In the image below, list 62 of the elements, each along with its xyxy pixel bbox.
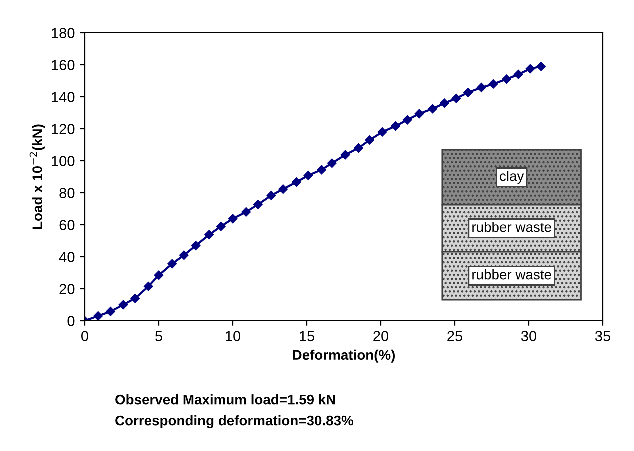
annotation: rubber waste	[472, 270, 552, 280]
y-tick-label: 140	[52, 92, 75, 102]
point	[536, 62, 546, 72]
point	[228, 214, 238, 224]
point	[317, 165, 326, 175]
point	[191, 241, 201, 250]
y-axis-title: Load x 10$^{−2}$(kN)	[30, 124, 46, 230]
point	[477, 83, 486, 92]
point	[403, 115, 412, 125]
point	[464, 88, 473, 98]
point	[340, 150, 350, 160]
point	[488, 80, 498, 89]
point	[502, 74, 512, 84]
x-tick-label: 25	[448, 331, 462, 342]
point	[94, 312, 103, 321]
y-tick-label: 20	[60, 284, 75, 294]
x-tick-label: 30	[521, 331, 537, 342]
point	[452, 94, 462, 104]
point	[180, 250, 189, 260]
point	[304, 171, 314, 180]
point	[254, 200, 263, 210]
point	[292, 178, 302, 187]
annotation: rubber waste	[472, 222, 552, 232]
x-axis-title: Deformation(%)	[293, 350, 396, 363]
point	[365, 136, 375, 145]
point	[526, 64, 536, 74]
y-tick-label: 60	[60, 220, 75, 230]
point	[514, 70, 524, 80]
point	[118, 300, 128, 310]
text: Observed Maximum load=1.59 kN	[116, 394, 336, 405]
y-tick-label: 100	[52, 156, 75, 166]
y-tick-label: 180	[52, 28, 75, 38]
point	[428, 104, 438, 114]
annotation: clay	[500, 171, 524, 184]
point	[154, 270, 164, 280]
y-tick-label: 40	[59, 252, 75, 262]
y-tick-label: 0	[68, 316, 75, 326]
point	[278, 184, 288, 194]
text: Corresponding deformation=30.83%	[116, 415, 354, 429]
point	[440, 98, 450, 108]
point	[144, 282, 154, 292]
point	[216, 222, 226, 232]
point	[378, 128, 388, 137]
point	[242, 208, 251, 217]
point	[391, 122, 400, 131]
x-tick-label: 20	[374, 331, 389, 342]
point	[414, 109, 424, 119]
point	[106, 307, 116, 316]
point	[266, 191, 276, 200]
x-tick-label: 5	[156, 331, 162, 342]
point	[354, 144, 364, 153]
x-tick-label: 10	[226, 331, 241, 342]
y-tick-label: 80	[60, 188, 75, 198]
point	[328, 158, 337, 168]
x-tick-label: 35	[595, 331, 610, 342]
y-tick-label: 160	[52, 60, 75, 70]
x-tick-label: 15	[300, 331, 314, 342]
point	[204, 230, 214, 240]
point	[168, 259, 177, 269]
point	[130, 294, 140, 304]
y-tick-label: 120	[52, 124, 75, 134]
x-tick-label: 0	[82, 331, 88, 342]
